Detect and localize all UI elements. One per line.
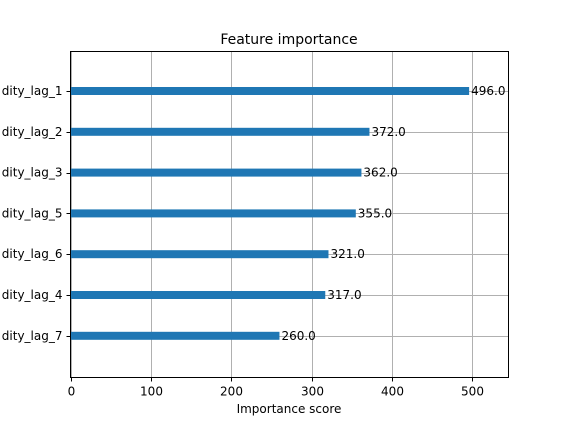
plot-frame <box>70 51 509 378</box>
y-tick-label: dity_lag_7 <box>2 329 63 343</box>
bar-dity_lag_4 <box>70 291 326 299</box>
bar-dity_lag_1 <box>70 87 470 95</box>
bar-dity_lag_5 <box>70 209 356 218</box>
x-tick-label: 400 <box>381 385 404 399</box>
y-tick-label: dity_lag_1 <box>2 84 63 98</box>
x-tick-label: 300 <box>301 385 324 399</box>
x-tick-label: 200 <box>220 385 243 399</box>
data-label: 362.0 <box>363 166 397 180</box>
x-tick-label: 500 <box>461 385 484 399</box>
x-tick-label: 0 <box>68 385 76 399</box>
axis-layer: 0 100 200 300 400 500 dity_lag_1 dity_lag_2dity… <box>2 84 484 399</box>
x-axis-label: Importance score <box>237 402 342 416</box>
data-label: 321.0 <box>330 247 364 261</box>
bar-dity_lag_6 <box>70 250 329 259</box>
bar-dity_lag_2 <box>70 127 370 136</box>
y-tick-label: dity_lag_3 <box>2 166 63 180</box>
bar-dity_lag_3 <box>70 168 362 177</box>
data-label: 317.0 <box>327 288 361 302</box>
y-tick-label: dity_lag_2 <box>2 125 63 139</box>
y-tick-label: dity_lag_5 <box>2 206 63 220</box>
data-label: 355.0 <box>358 206 392 220</box>
x-tick-label: 100 <box>140 385 163 399</box>
bar-dity_lag_7 <box>70 331 280 340</box>
data-label: 496.0 <box>471 84 505 98</box>
chart-title: Feature importance <box>220 32 357 48</box>
data-label: 372.0 <box>371 125 405 139</box>
bars-layer: 496.0 372.0 362.0 355.0 321.0 317.0 260.0 <box>70 84 505 343</box>
data-label: 260.0 <box>281 329 315 343</box>
y-tick-label: dity_lag_6 <box>2 247 63 261</box>
y-tick-label: dity_lag_4 <box>2 288 63 302</box>
